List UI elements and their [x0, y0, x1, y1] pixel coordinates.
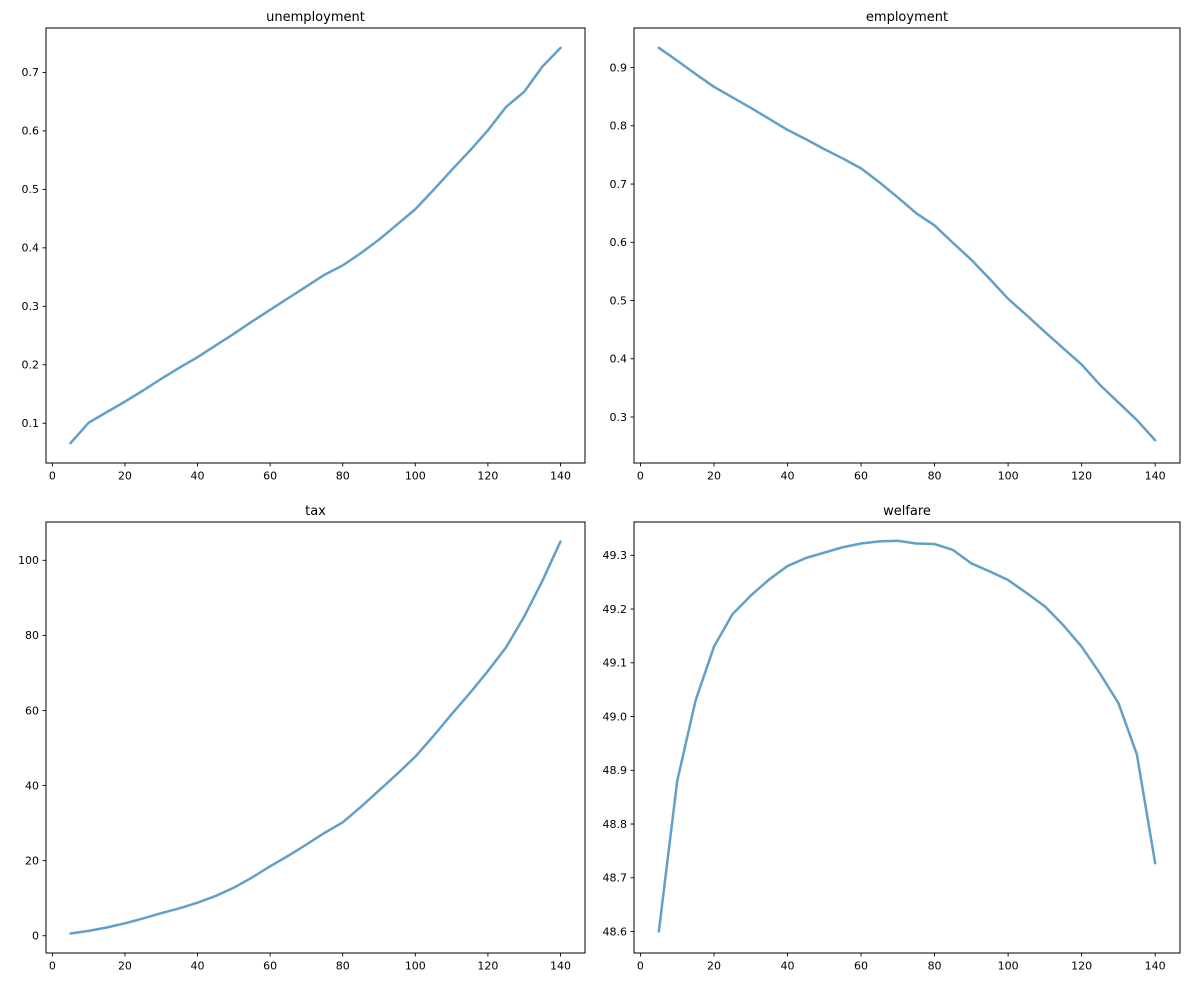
x-tick-label: 100: [998, 960, 1019, 973]
subplot-employment: employment 0 20 40 60 80 100 120 140 0.3 0.4 0.5 0.6…: [610, 10, 1181, 483]
y-tick-label: 48.7: [603, 872, 628, 885]
x-tick-label: 120: [1071, 470, 1092, 483]
x-tick-label: 20: [707, 470, 721, 483]
x-tick-label: 20: [118, 470, 132, 483]
y-tick-label: 80: [25, 629, 39, 642]
y-tick-label: 49.3: [603, 549, 628, 562]
x-tick-label: 100: [405, 960, 426, 973]
y-tick-label: 48.9: [603, 764, 628, 777]
y-tick-label: 0.3: [610, 411, 628, 424]
subplot-welfare: welfare 0 20 40 60 80 100 120 140 48.6 48.7 48.8 48.…: [603, 504, 1181, 973]
y-tick-label: 0.8: [610, 120, 628, 133]
y-tick-label: 0.6: [610, 236, 628, 249]
axes-background: [46, 28, 585, 463]
x-tick-label: 40: [781, 470, 795, 483]
x-tick-label: 80: [928, 470, 942, 483]
x-tick-label: 60: [263, 470, 277, 483]
y-tick-label: 49.0: [603, 710, 628, 723]
x-tick-label: 20: [118, 960, 132, 973]
y-tick-label: 0.9: [610, 61, 628, 74]
x-tick-label: 80: [928, 960, 942, 973]
x-tick-label: 40: [191, 470, 205, 483]
series-line-employment: [657, 46, 1157, 442]
y-tick-label: 0.3: [22, 300, 40, 313]
y-tick-label: 0.7: [610, 178, 628, 191]
y-tick-label: 0.6: [22, 125, 40, 138]
y-tick-label: 60: [25, 704, 39, 717]
y-tick-label: 0.2: [22, 359, 40, 372]
x-tick-label: 120: [1071, 960, 1092, 973]
x-tick-label: 0: [637, 470, 644, 483]
axes-frame: [633, 27, 1181, 464]
y-tick-label: 0.5: [22, 183, 40, 196]
y-tick-label: 48.6: [603, 925, 628, 938]
axes-frame: [45, 521, 586, 954]
plot-title: unemployment: [266, 10, 365, 25]
y-tick-label: 0.4: [22, 242, 40, 255]
x-tick-label: 0: [49, 470, 56, 483]
x-tick-label: 20: [707, 960, 721, 973]
plot-title: employment: [866, 10, 948, 25]
axes-background: [634, 522, 1180, 953]
series-line-welfare: [657, 539, 1157, 933]
x-tick-label: 40: [781, 960, 795, 973]
y-tick-label: 100: [18, 554, 39, 567]
x-tick-label: 120: [477, 960, 498, 973]
x-tick-label: 140: [1145, 960, 1166, 973]
x-tick-label: 100: [998, 470, 1019, 483]
x-tick-label: 60: [263, 960, 277, 973]
plot-title: tax: [305, 504, 326, 519]
x-tick-label: 60: [854, 960, 868, 973]
x-tick-label: 40: [191, 960, 205, 973]
subplot-tax: tax 0 20 40 60 80 100 120 140 0 20 40 60 80 100: [18, 504, 586, 973]
axes-frame: [45, 27, 586, 464]
y-tick-label: 0.4: [610, 353, 628, 366]
y-tick-label: 20: [25, 854, 39, 867]
series-line-tax: [69, 540, 562, 935]
y-tick-label: 0: [32, 930, 39, 943]
x-tick-label: 140: [550, 470, 571, 483]
y-tick-label: 49.2: [603, 603, 628, 616]
x-tick-label: 100: [405, 470, 426, 483]
y-tick-label: 0.5: [610, 294, 628, 307]
x-tick-label: 140: [1145, 470, 1166, 483]
x-tick-label: 140: [550, 960, 571, 973]
axes-background: [46, 522, 585, 953]
y-tick-label: 0.7: [22, 66, 40, 79]
x-tick-label: 60: [854, 470, 868, 483]
y-tick-label: 40: [25, 779, 39, 792]
series-line-unemployment: [69, 46, 562, 445]
y-tick-label: 49.1: [603, 657, 628, 670]
x-tick-label: 120: [477, 470, 498, 483]
axes-frame: [633, 521, 1181, 954]
x-tick-label: 80: [336, 470, 350, 483]
plot-title: welfare: [883, 504, 931, 519]
y-tick-label: 48.8: [603, 818, 628, 831]
axes-background: [634, 28, 1180, 463]
x-tick-label: 0: [637, 960, 644, 973]
x-tick-label: 80: [336, 960, 350, 973]
subplot-unemployment: unemployment 0 20 40 60 80 100 120 140 0.1 0.2 0.3 0…: [22, 10, 586, 483]
y-tick-label: 0.1: [22, 417, 40, 430]
x-tick-label: 0: [49, 960, 56, 973]
